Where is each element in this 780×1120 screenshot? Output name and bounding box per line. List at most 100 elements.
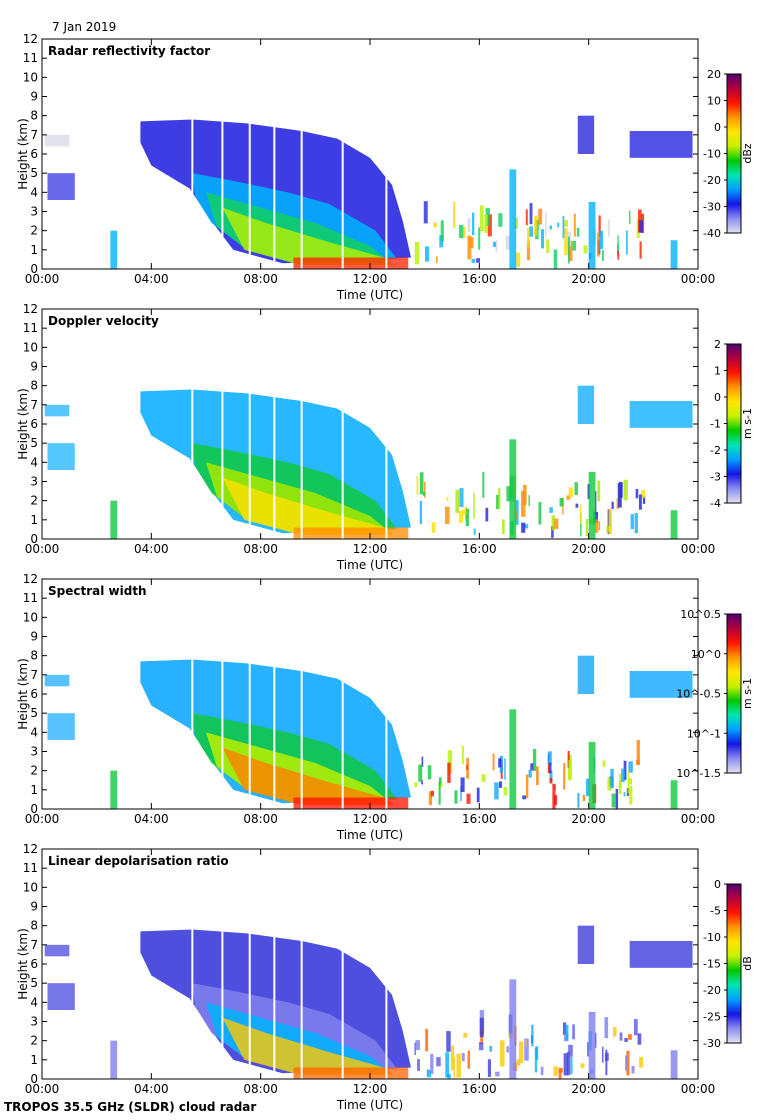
echo-speck: [642, 496, 646, 504]
echo-speck: [572, 240, 577, 251]
echo-speck: [499, 1040, 505, 1067]
echo-column: [110, 500, 118, 539]
echo-speck: [525, 774, 529, 798]
colorbar-tick-label: -20: [703, 174, 721, 187]
y-tick-label: 4: [30, 455, 38, 469]
y-tick-label: 0: [30, 1072, 38, 1086]
y-tick-label: 12: [23, 302, 38, 316]
colorbar-tick-label: 0: [714, 391, 721, 404]
echo-speck: [502, 519, 505, 534]
echo-speck: [538, 208, 543, 225]
mid-left-cloud: [47, 443, 75, 470]
echo-speck: [440, 220, 444, 242]
echo-speck: [421, 756, 424, 767]
echo-speck: [462, 226, 466, 238]
echo-speck: [526, 240, 531, 261]
echo-speck: [568, 240, 573, 262]
echo-column: [509, 169, 517, 269]
colorbar-tick-label: 0: [714, 121, 721, 134]
upper-right-streak: [577, 115, 595, 154]
echo-speck: [471, 212, 475, 236]
y-axis-label: Height (km): [16, 928, 30, 999]
x-tick-label: 04:00: [134, 812, 169, 826]
echo-column: [110, 230, 118, 269]
echo-speck: [536, 766, 539, 786]
echo-speck: [628, 1034, 632, 1040]
echo-speck: [458, 224, 464, 239]
colorbar-label: dBz: [741, 143, 754, 164]
y-tick-label: 1: [30, 513, 38, 527]
echo-speck: [617, 483, 622, 508]
y-tick-label: 12: [23, 842, 38, 856]
colorbar-tick-label: 2: [714, 338, 721, 351]
echo-speck: [583, 245, 588, 254]
echo-speck: [580, 1063, 585, 1069]
echo-speck: [623, 792, 626, 797]
echo-speck: [574, 482, 578, 496]
echo-speck: [611, 793, 617, 808]
echo-speck: [481, 774, 486, 782]
echo-speck: [494, 782, 499, 800]
echo-column: [110, 770, 118, 809]
x-tick-label: 00:00: [681, 272, 716, 286]
echo-speck: [431, 522, 436, 533]
echo-speck: [423, 491, 425, 496]
upper-left-cloud: [44, 134, 70, 147]
echo-speck: [557, 222, 560, 228]
mid-left-cloud: [47, 173, 75, 200]
colorbar-tick-label: 0: [714, 878, 721, 891]
echo-column: [509, 439, 517, 539]
echo-speck: [636, 759, 640, 765]
colorbar-tick-label: 10^-1: [687, 727, 721, 740]
echo-speck: [419, 472, 424, 495]
echo-speck: [495, 1071, 500, 1077]
y-tick-label: 6: [30, 957, 38, 971]
echo-speck: [540, 229, 544, 249]
echo-speck: [553, 249, 558, 269]
echo-speck: [549, 777, 553, 784]
x-axis-label: Time (UTC): [336, 828, 403, 842]
echo-speck: [466, 793, 471, 804]
echo-speck: [639, 220, 644, 233]
echo-speck: [567, 1051, 571, 1076]
echo-speck: [549, 762, 552, 774]
echo-speck: [562, 216, 565, 239]
echo-speck: [580, 513, 582, 537]
x-tick-label: 08:00: [243, 272, 278, 286]
colorbar-tick-label: -4: [710, 497, 721, 510]
echo-column: [670, 240, 678, 269]
echo-speck: [485, 208, 490, 227]
low-level-band: [293, 257, 409, 269]
echo-speck: [473, 528, 476, 535]
echo-speck: [473, 492, 475, 519]
cloud-inner-2: [222, 207, 395, 266]
echo-speck: [572, 1024, 575, 1040]
echo-speck: [423, 201, 428, 224]
echo-speck: [499, 755, 503, 773]
echo-speck: [577, 792, 580, 808]
y-tick-label: 8: [30, 649, 38, 663]
panel-1: Radar reflectivity factor012345678910111…: [16, 32, 754, 302]
echo-speck: [618, 781, 622, 795]
echo-speck: [586, 778, 590, 797]
echo-speck: [608, 508, 613, 535]
echo-speck: [595, 519, 599, 533]
echo-speck: [450, 1045, 455, 1071]
y-tick-label: 9: [30, 360, 38, 374]
y-tick-label: 8: [30, 379, 38, 393]
echo-speck: [629, 785, 633, 805]
echo-speck: [568, 759, 572, 781]
y-tick-label: 7: [30, 128, 38, 142]
cloud-inner-2: [222, 477, 395, 536]
y-tick-label: 5: [30, 166, 38, 180]
y-tick-label: 11: [23, 591, 38, 605]
upper-right-cloud: [629, 671, 693, 698]
echo-speck: [625, 1055, 628, 1071]
colorbar-tick-label: 10^-1.5: [676, 767, 721, 780]
colorbar-tick-label: -15: [703, 958, 721, 971]
colorbar-tick-label: -3: [710, 471, 721, 484]
echo-speck: [570, 1057, 573, 1075]
echo-speck: [447, 762, 451, 783]
echo-speck: [627, 770, 630, 794]
echo-speck: [529, 226, 534, 237]
